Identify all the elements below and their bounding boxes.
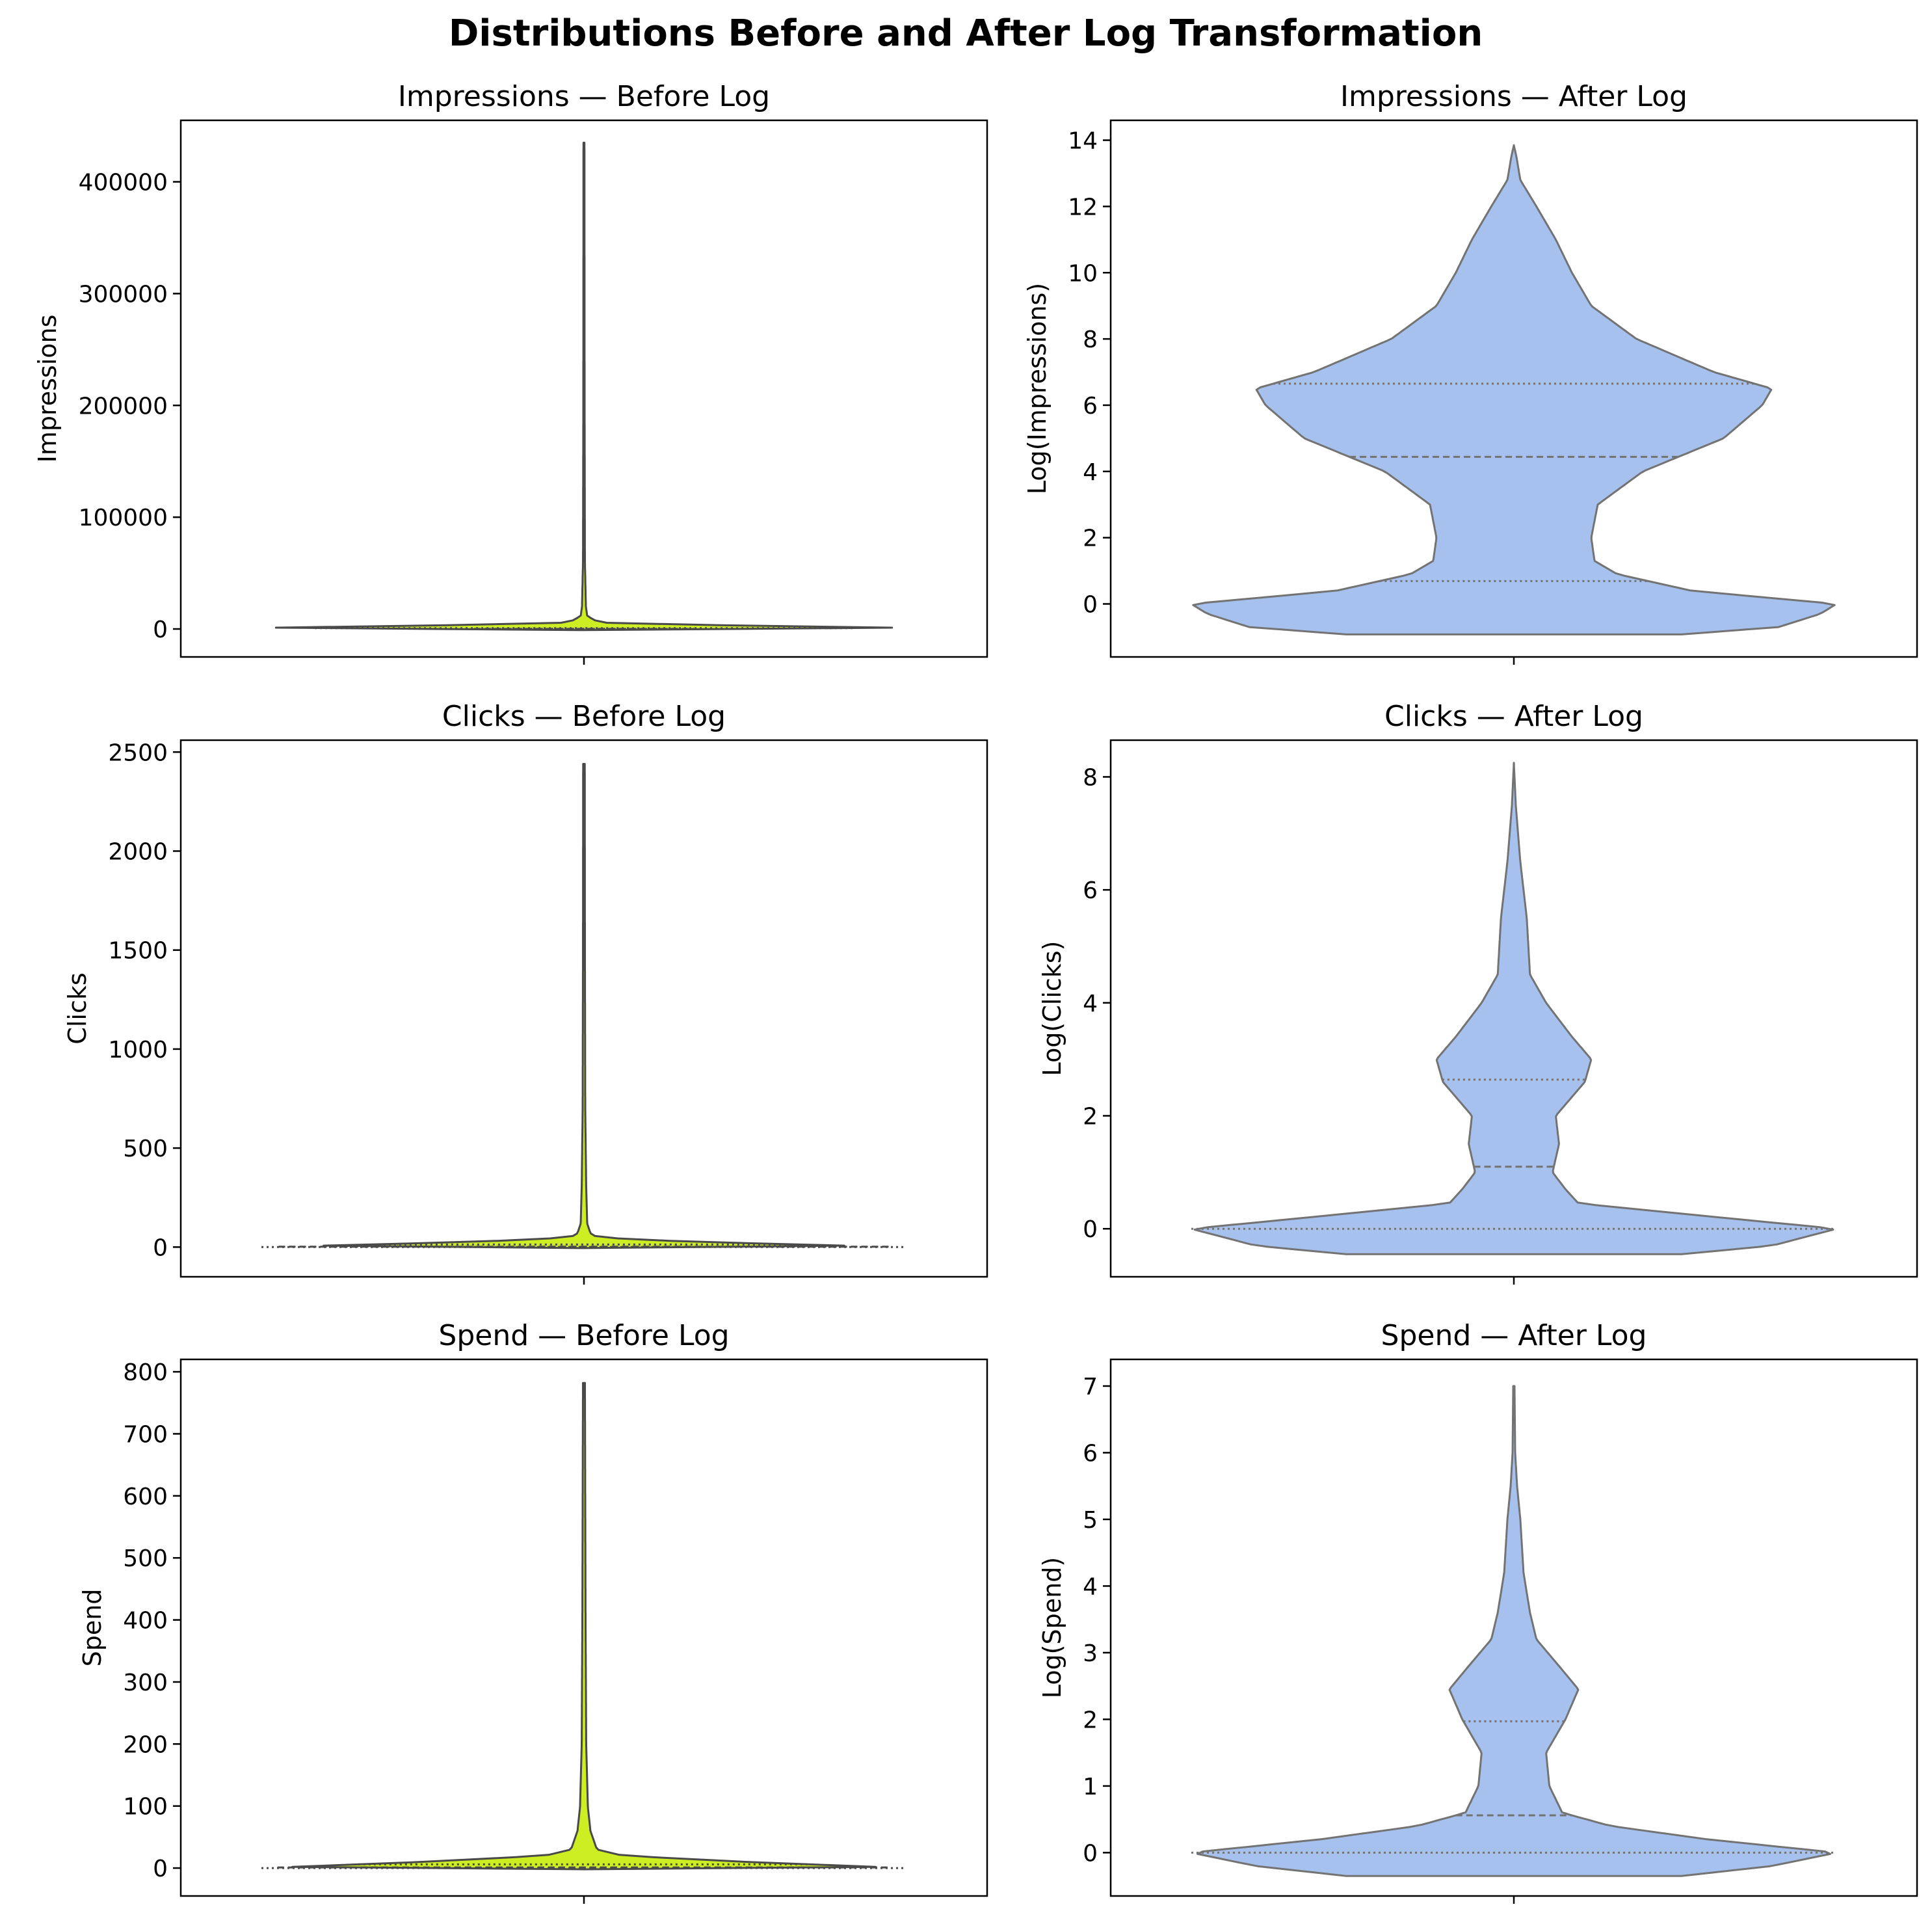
subplot-2: 0 2 4 6 8 10 12 14 Impressions — After Log Log(Im… — [1023, 80, 1918, 665]
y-axis-label: Log(Clicks) — [1038, 941, 1066, 1076]
subplot-4: 0 2 4 6 8 Clicks — After Log Log(Clicks) — [1038, 700, 1918, 1285]
subplot-title: Clicks — Before Log — [442, 700, 726, 733]
y-tick-label: 100 — [123, 1794, 168, 1821]
y-tick-label: 400000 — [79, 170, 168, 196]
violin-body — [291, 1381, 877, 1871]
y-axis-label: Spend — [78, 1589, 107, 1667]
y-tick-label: 12 — [1068, 194, 1098, 220]
y-tick-label: 7 — [1083, 1374, 1098, 1400]
y-tick-label: 6 — [1083, 877, 1098, 904]
y-tick-label: 500 — [123, 1136, 168, 1162]
y-tick-label: 500 — [123, 1545, 168, 1572]
violin-body — [323, 763, 845, 1249]
y-tick-label: 300000 — [79, 281, 168, 308]
figure-title: Distributions Before and After Log Trans… — [449, 12, 1483, 55]
y-tick-label: 14 — [1068, 128, 1098, 155]
y-tick-label: 0 — [1083, 592, 1098, 619]
violin-body — [274, 141, 893, 632]
y-tick-label: 2 — [1083, 1707, 1098, 1733]
subplot-title: Impressions — After Log — [1340, 80, 1687, 113]
y-tick-label: 0 — [153, 1235, 168, 1261]
y-tick-label: 1500 — [108, 938, 168, 965]
y-tick-label: 2500 — [108, 740, 168, 766]
subplot-title: Impressions — Before Log — [398, 80, 770, 113]
violin-body — [1192, 144, 1836, 635]
y-tick-label: 200 — [123, 1731, 168, 1758]
y-tick-label: 100000 — [79, 505, 168, 531]
y-axis-label: Log(Impressions) — [1023, 283, 1052, 494]
y-tick-label: 400 — [123, 1608, 168, 1635]
subplot-6: 0 1 2 3 4 5 6 7 Spend — After Log Log(Spend) — [1038, 1319, 1918, 1904]
y-tick-label: 4 — [1083, 459, 1098, 486]
subplot-3: 0 500 1000 1500 2000 2500 Clicks — Before Log C… — [63, 700, 988, 1285]
y-axis-label: Log(Spend) — [1038, 1557, 1066, 1698]
y-tick-label: 2 — [1083, 526, 1098, 552]
subplot-title: Spend — After Log — [1381, 1319, 1647, 1352]
y-tick-label: 2 — [1083, 1104, 1098, 1130]
subplot-title: Clicks — After Log — [1384, 700, 1643, 733]
y-tick-label: 0 — [1083, 1840, 1098, 1867]
y-tick-label: 1000 — [108, 1037, 168, 1063]
y-tick-label: 2000 — [108, 838, 168, 865]
subplot-1: 0 100000 200000 300000 400000 Impressions — B… — [33, 80, 988, 665]
y-tick-label: 0 — [153, 617, 168, 643]
y-tick-label: 0 — [1083, 1216, 1098, 1243]
y-tick-label: 6 — [1083, 393, 1098, 420]
violin-body — [1197, 1385, 1831, 1877]
violin-body — [1193, 762, 1834, 1255]
y-tick-label: 8 — [1083, 327, 1098, 353]
y-axis-label: Impressions — [33, 315, 62, 463]
y-tick-label: 0 — [153, 1856, 168, 1882]
y-tick-label: 10 — [1068, 260, 1098, 287]
subplot-title: Spend — Before Log — [438, 1319, 729, 1352]
y-tick-label: 3 — [1083, 1640, 1098, 1667]
y-tick-label: 800 — [123, 1359, 168, 1386]
y-tick-label: 8 — [1083, 764, 1098, 791]
y-tick-label: 4 — [1083, 1573, 1098, 1600]
y-tick-label: 6 — [1083, 1440, 1098, 1467]
y-tick-label: 4 — [1083, 991, 1098, 1017]
y-tick-label: 700 — [123, 1421, 168, 1448]
y-tick-label: 600 — [123, 1484, 168, 1510]
y-tick-label: 300 — [123, 1670, 168, 1696]
y-tick-label: 200000 — [79, 393, 168, 420]
subplot-5: 0 100 200 300 400 500 600 700 800 Spend — Before … — [78, 1319, 988, 1904]
y-axis-label: Clicks — [63, 972, 92, 1044]
y-tick-label: 1 — [1083, 1774, 1098, 1800]
y-tick-label: 5 — [1083, 1507, 1098, 1534]
